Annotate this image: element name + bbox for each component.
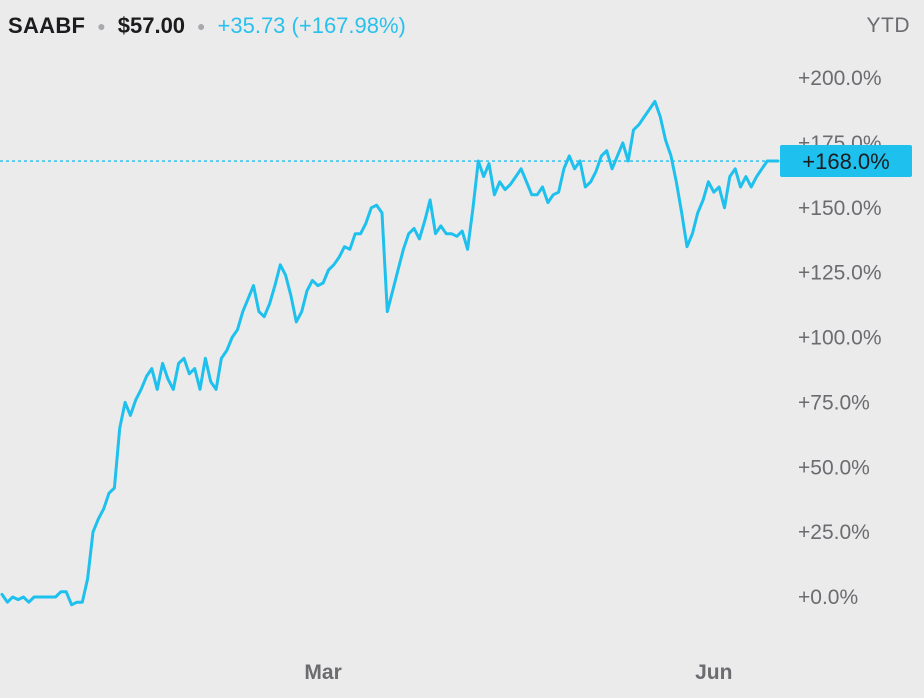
x-tick-label: Mar (304, 661, 341, 684)
x-tick-label: Jun (695, 661, 732, 684)
x-axis-labels: MarJunSep (304, 661, 732, 684)
y-tick-label: +150.0% (798, 197, 882, 220)
y-axis-labels: +200.0%+175.0%+150.0%+125.0%+100.0%+75.0… (798, 67, 882, 609)
y-tick-label: +200.0% (798, 67, 882, 90)
y-tick-label: +25.0% (798, 521, 870, 544)
price-change: +35.73 (+167.98%) (217, 13, 406, 38)
current-value-badge: +168.0% (780, 145, 912, 178)
period-selector[interactable]: YTD (866, 14, 910, 37)
current-price: $57.00 (117, 13, 186, 38)
separator-dot-icon: ● (97, 18, 106, 34)
y-tick-label: +75.0% (798, 391, 870, 414)
separator-dot-icon: ● (197, 18, 206, 34)
current-value-badge-bg (780, 145, 912, 178)
current-value-label: +168.0% (802, 149, 889, 174)
series-line (0, 99, 780, 607)
y-tick-label: +125.0% (798, 262, 882, 285)
quote-header: SAABF ● $57.00 ● +35.73 (+167.98%) YTD (8, 10, 910, 42)
y-tick-label: +0.0% (798, 586, 858, 609)
y-tick-label: +100.0% (798, 327, 882, 350)
ticker-symbol: SAABF (8, 13, 86, 38)
y-tick-label: +50.0% (798, 456, 870, 479)
